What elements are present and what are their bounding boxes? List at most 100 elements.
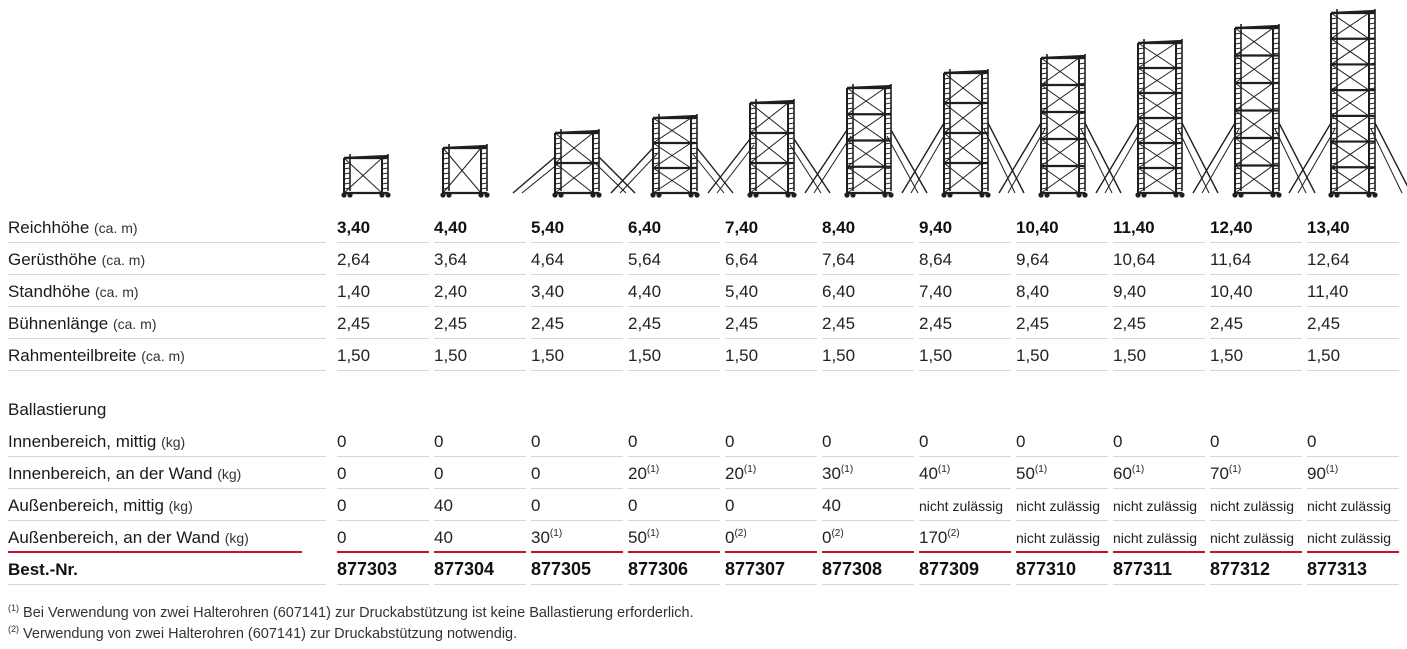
scaffold-strut bbox=[1234, 142, 1242, 145]
cell-best-nr: 877307 bbox=[725, 554, 817, 585]
scaffold-tower-icon bbox=[996, 52, 1124, 199]
cell-innen-mittig: 0 bbox=[725, 426, 817, 457]
scaffold-strut bbox=[943, 107, 951, 110]
cell-reichhoehe: 6,40 bbox=[628, 212, 720, 243]
scaffold-strut bbox=[1330, 64, 1370, 91]
scaffold-strut bbox=[1272, 77, 1280, 80]
scaffold-strut bbox=[981, 112, 989, 115]
cell-value: 2,45 bbox=[1307, 314, 1341, 333]
scaffold-strut bbox=[787, 122, 795, 125]
scaffold-strut bbox=[343, 172, 351, 175]
scaffold-strut bbox=[1234, 62, 1242, 65]
scaffold-strut bbox=[1330, 12, 1370, 40]
scaffold-strut bbox=[1368, 27, 1376, 30]
cell-aussen-wand: 170(2) bbox=[919, 522, 1011, 553]
scaffold-strut bbox=[1078, 167, 1086, 170]
cell-innen-wand: 20(1) bbox=[628, 458, 720, 489]
scaffold-strut bbox=[981, 147, 989, 150]
scaffold-strut bbox=[1078, 157, 1086, 160]
scaffold-strut bbox=[1368, 42, 1376, 45]
scaffold-strut bbox=[890, 129, 928, 194]
cell-value: 11,64 bbox=[1210, 250, 1252, 269]
cell-value: 4,40 bbox=[434, 218, 468, 237]
scaffold-strut bbox=[943, 122, 951, 125]
cell-geruesthoehe: 6,64 bbox=[725, 244, 817, 275]
scaffold-drawing bbox=[707, 99, 831, 198]
scaffold-strut bbox=[1175, 62, 1183, 65]
cell-value: 2,64 bbox=[337, 250, 371, 269]
scaffold-strut bbox=[1137, 82, 1145, 85]
cell-buehnenlaenge: 2,45 bbox=[531, 308, 623, 339]
highlight-underline bbox=[531, 551, 623, 553]
scaffold-strut bbox=[592, 152, 600, 155]
scaffold-strut bbox=[943, 172, 951, 175]
scaffold-strut bbox=[787, 182, 795, 185]
cell-innen-wand: 60(1) bbox=[1113, 458, 1205, 489]
scaffold-strut bbox=[1234, 57, 1242, 60]
castor-wheel bbox=[385, 192, 391, 198]
cell-best-nr: 877306 bbox=[628, 554, 720, 585]
scaffold-strut bbox=[1040, 54, 1086, 60]
scaffold-strut bbox=[1137, 87, 1145, 90]
scaffold-drawing bbox=[512, 129, 636, 198]
scaffold-strut bbox=[1078, 122, 1086, 125]
scaffold-strut bbox=[480, 177, 488, 180]
scaffold-strut bbox=[1234, 24, 1280, 30]
scaffold-strut bbox=[1084, 122, 1122, 194]
scaffold-strut bbox=[1078, 112, 1086, 115]
scaffold-strut bbox=[442, 172, 450, 175]
cell-innen-mittig: 0 bbox=[919, 426, 1011, 457]
cell-standhoehe: 8,40 bbox=[1016, 276, 1108, 307]
scaffold-drawing bbox=[804, 84, 928, 198]
scaffold-tower-icon bbox=[1093, 37, 1221, 199]
scaffold-tower-icon bbox=[1286, 7, 1407, 199]
cell-innen-wand: 90(1) bbox=[1307, 458, 1399, 489]
scaffold-strut bbox=[1175, 172, 1183, 175]
cell-value: nicht zulässig bbox=[1307, 530, 1392, 546]
scaffold-strut bbox=[1368, 17, 1376, 20]
scaffold-strut bbox=[1330, 82, 1338, 85]
scaffold-strut bbox=[981, 157, 989, 160]
scaffold-strut bbox=[554, 132, 594, 164]
scaffold-tower-icon bbox=[705, 97, 833, 199]
scaffold-strut bbox=[1272, 187, 1280, 190]
scaffold-strut bbox=[1040, 62, 1048, 65]
scaffold-strut bbox=[1040, 72, 1048, 75]
cell-value: 1,50 bbox=[1113, 346, 1147, 365]
scaffold-strut bbox=[442, 157, 450, 160]
scaffold-strut bbox=[652, 182, 660, 185]
scaffold-strut bbox=[787, 107, 795, 110]
row-label-innen-mittig: Innenbereich, mittig (kg) bbox=[8, 426, 326, 457]
scaffold-strut bbox=[1330, 17, 1338, 20]
cell-innen-mittig: 0 bbox=[822, 426, 914, 457]
scaffold-strut bbox=[1175, 47, 1183, 50]
cell-rahmenteilbreite: 1,50 bbox=[822, 340, 914, 371]
scaffold-strut bbox=[1137, 92, 1177, 119]
scaffold-strut bbox=[1330, 89, 1370, 117]
scaffold-strut bbox=[1330, 172, 1338, 175]
cell-value: 0 bbox=[725, 528, 735, 547]
scaffold-strut bbox=[594, 162, 627, 194]
cell-best-nr: 877311 bbox=[1113, 554, 1205, 585]
scaffold-strut bbox=[1374, 122, 1407, 187]
scaffold-strut bbox=[1297, 128, 1336, 194]
scaffold-strut bbox=[846, 147, 854, 150]
scaffold-strut bbox=[1272, 97, 1280, 100]
scaffold-strut bbox=[652, 157, 660, 160]
cell-value: 0 bbox=[531, 432, 541, 451]
scaffold-strut bbox=[1272, 157, 1280, 160]
row-label-buehnenlaenge: Bühnenlänge (ca. m) bbox=[8, 308, 326, 339]
scaffold-strut bbox=[846, 140, 886, 168]
cell-value: 0 bbox=[628, 496, 638, 515]
cell-buehnenlaenge: 2,45 bbox=[337, 308, 429, 339]
scaffold-strut bbox=[592, 172, 600, 175]
scaffold-strut bbox=[981, 167, 989, 170]
scaffold-strut bbox=[1040, 142, 1048, 145]
scaffold-drawing bbox=[1192, 24, 1316, 198]
cell-value: 5,40 bbox=[531, 218, 565, 237]
scaffold-strut bbox=[1040, 172, 1048, 175]
scaffold-strut bbox=[981, 142, 989, 145]
scaffold-strut bbox=[787, 137, 795, 140]
scaffold-tower-icon bbox=[510, 127, 638, 199]
scaffold-strut bbox=[1137, 102, 1145, 105]
